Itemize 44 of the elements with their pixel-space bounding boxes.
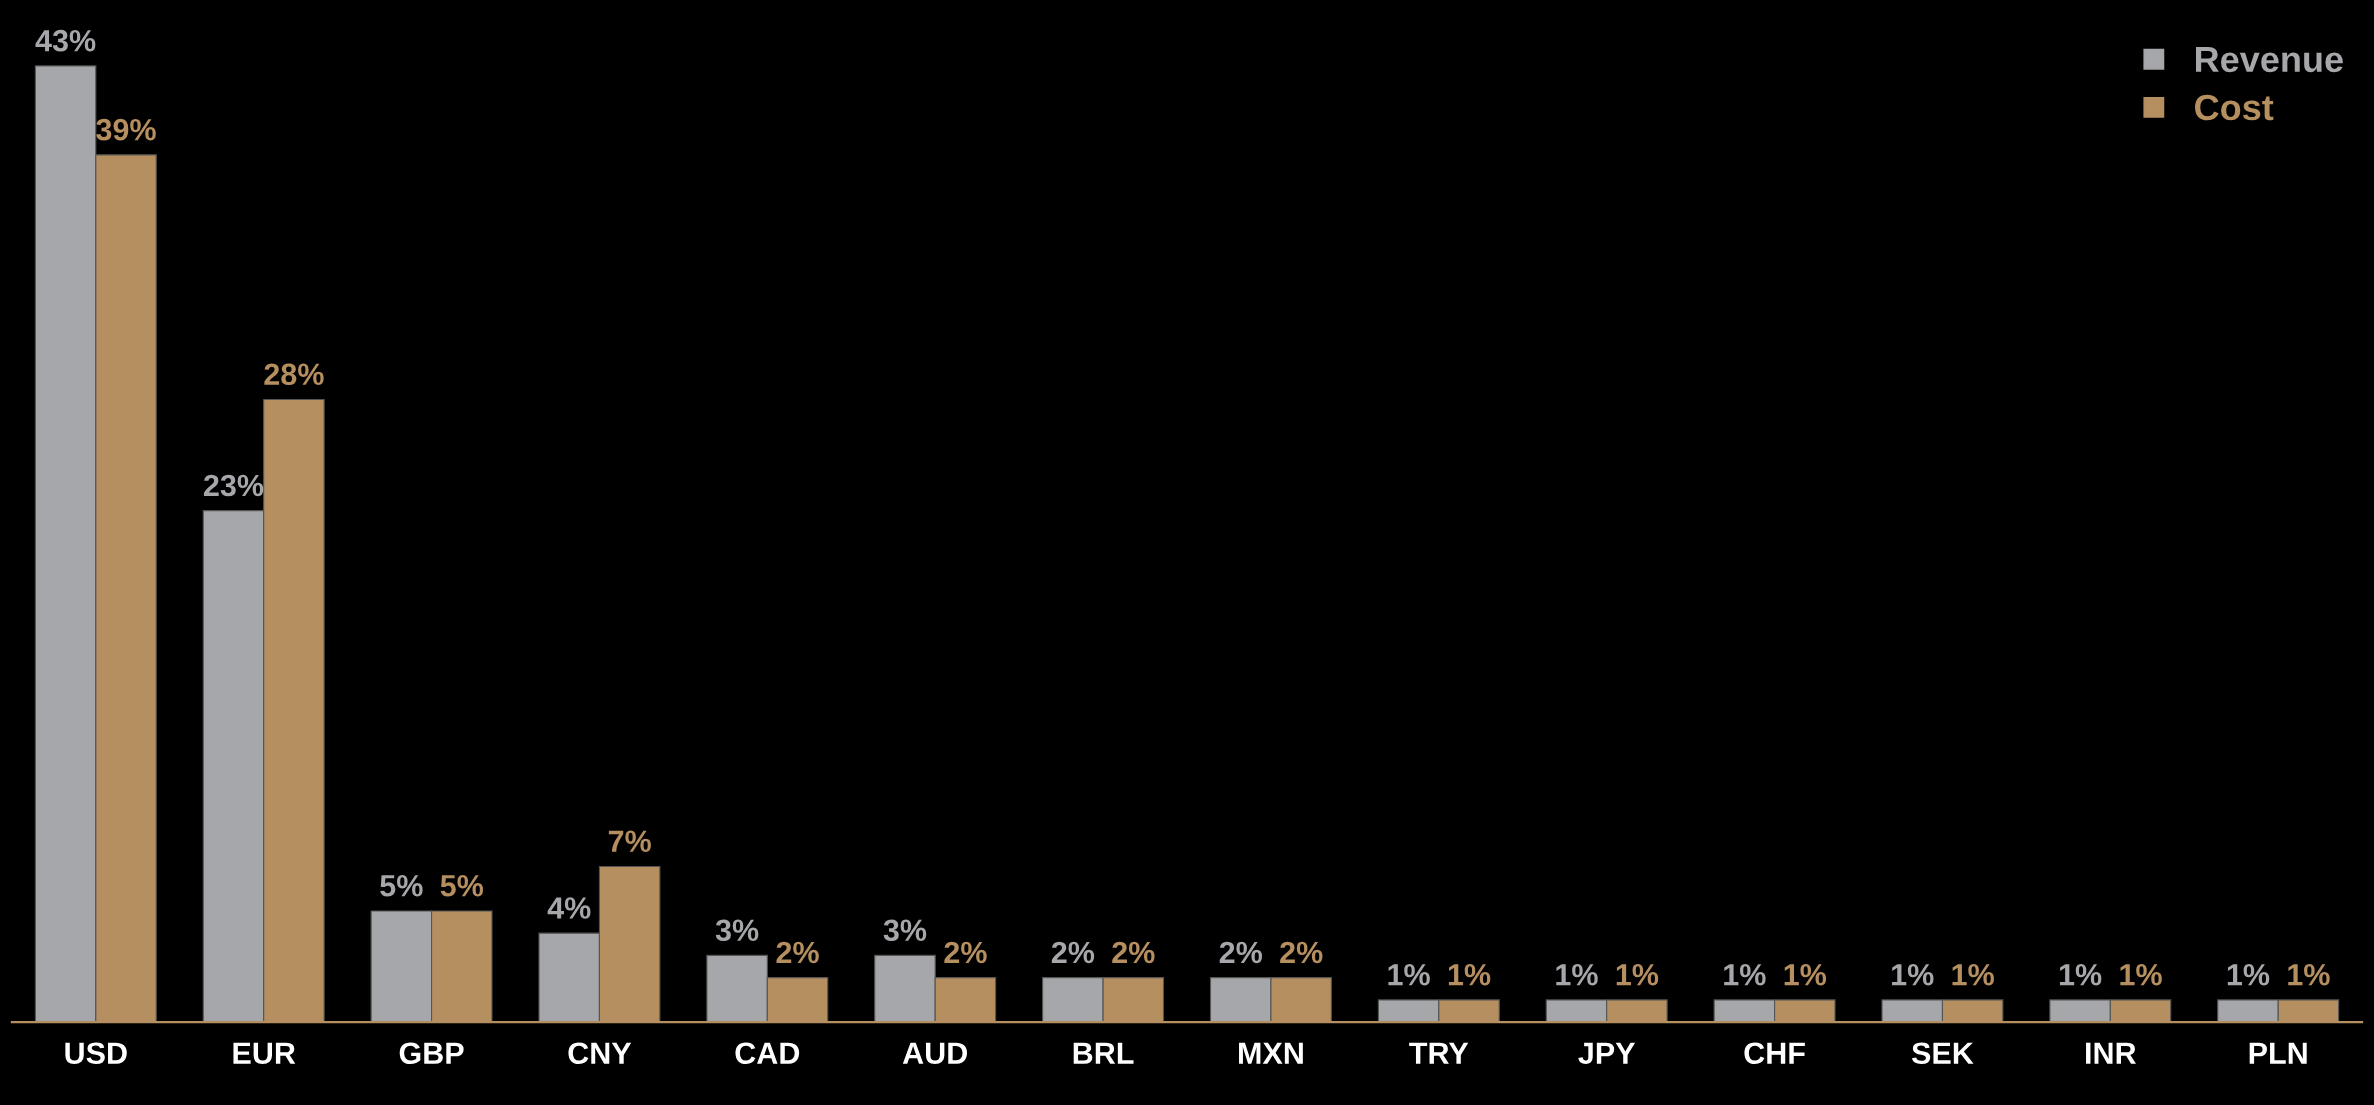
x-tick-label: EUR: [233, 1042, 296, 1065]
legend-label: Revenue: [2195, 47, 2343, 73]
data-label: 1%: [2227, 963, 2270, 986]
x-tick-label: MXN: [1239, 1042, 1303, 1064]
data-label: 2%: [776, 941, 819, 964]
data-label: 5%: [380, 875, 423, 897]
data-label: 1%: [1784, 963, 1827, 986]
x-tick-label: PLN: [2249, 1042, 2307, 1064]
data-label: 1%: [1892, 963, 1934, 986]
data-label: 3%: [883, 919, 927, 942]
legend-label: Cost: [2195, 94, 2274, 121]
data-label: 1%: [2288, 963, 2330, 986]
data-label: 2%: [944, 941, 987, 964]
data-label: 1%: [1388, 963, 1430, 986]
x-tick-label: INR: [2086, 1042, 2136, 1064]
x-tick-label: CNY: [568, 1042, 632, 1065]
data-label: 3%: [715, 919, 759, 942]
x-tick-label: SEK: [1911, 1042, 1974, 1065]
data-label: 1%: [1952, 963, 1994, 986]
data-label: 1%: [1724, 963, 1766, 986]
data-label: 28%: [264, 363, 324, 386]
x-tick-label: GBP: [399, 1042, 464, 1065]
data-label: 4%: [547, 897, 591, 919]
data-label: 39%: [96, 118, 156, 141]
data-label: 1%: [2120, 963, 2162, 986]
data-label: 7%: [608, 830, 651, 853]
x-tick-label: JPY: [1578, 1042, 1636, 1065]
data-label: 2%: [1280, 941, 1323, 964]
x-tick-label: CAD: [735, 1042, 800, 1065]
data-label: 1%: [1556, 963, 1598, 986]
data-label: 2%: [1112, 941, 1155, 964]
x-tick-label: TRY: [1409, 1042, 1469, 1064]
data-label: 5%: [440, 875, 484, 897]
data-label: 23%: [203, 474, 264, 497]
data-label: 2%: [1051, 941, 1095, 964]
x-tick-label: AUD: [902, 1042, 967, 1065]
data-label: 1%: [2059, 963, 2102, 986]
data-label: 1%: [1448, 963, 1491, 986]
data-label: 2%: [1219, 941, 1262, 964]
x-tick-label: BRL: [1073, 1042, 1134, 1064]
data-label: 1%: [1616, 963, 1659, 986]
x-tick-label: CHF: [1744, 1042, 1805, 1065]
x-tick-label: USD: [65, 1042, 127, 1065]
data-label: 43%: [35, 29, 96, 52]
